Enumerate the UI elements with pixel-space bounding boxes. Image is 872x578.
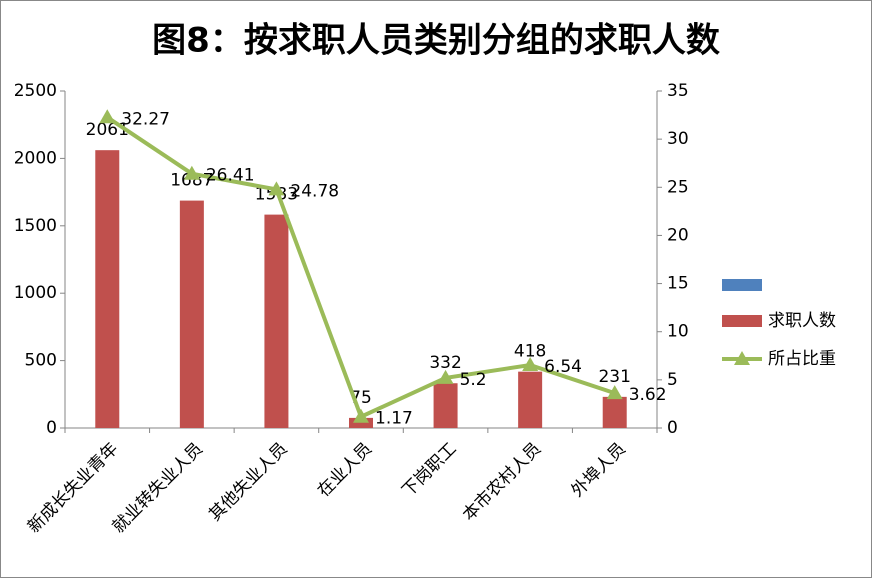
bar: [433, 383, 458, 428]
y-tick-label: 1500: [14, 216, 57, 236]
line-value-label: 32.27: [121, 109, 170, 129]
bar-value-label: 332: [429, 353, 461, 373]
line-marker: [606, 385, 623, 400]
y-tick-label: 500: [25, 351, 57, 371]
y2-tick-label: 20: [667, 225, 689, 245]
line-marker: [522, 357, 539, 372]
bar-value-label: 231: [598, 367, 630, 387]
line-marker: [353, 408, 369, 423]
bar-value-label: 418: [514, 342, 546, 362]
y2-tick-label: 15: [667, 274, 689, 294]
bar: [264, 214, 289, 428]
y2-tick-label: 35: [667, 81, 689, 101]
legend-marker: [734, 351, 750, 365]
y-tick-label: 1000: [14, 283, 57, 303]
y2-tick-label: 5: [667, 370, 678, 390]
bar: [518, 371, 543, 428]
legend-swatch: [722, 279, 762, 291]
line-value-label: 24.78: [290, 181, 339, 201]
bar: [602, 396, 627, 428]
line-value-label: 6.54: [544, 357, 582, 377]
chart-title: 图8：按求职人员类别分组的求职人数: [152, 21, 720, 61]
legend-swatch: [722, 315, 762, 327]
y2-tick-label: 0: [667, 418, 678, 438]
legend-label: 求职人数: [768, 311, 836, 331]
y2-tick-label: 10: [667, 322, 689, 342]
legend-label: 所占比重: [768, 349, 836, 369]
y-tick-label: 0: [46, 418, 57, 438]
line-marker: [183, 165, 200, 180]
bar: [95, 150, 120, 429]
line-value-label: 1.17: [375, 409, 413, 429]
bar: [179, 200, 204, 428]
y-tick-label: 2000: [14, 148, 57, 168]
y-tick-label: 2500: [14, 81, 57, 101]
line-marker: [99, 109, 116, 124]
line-value-label: 5.2: [460, 370, 487, 390]
line-value-label: 26.41: [206, 166, 255, 186]
bar: [349, 417, 373, 428]
line-value-label: 3.62: [629, 385, 667, 405]
y2-tick-label: 30: [667, 129, 689, 149]
line-marker: [437, 369, 454, 384]
y2-tick-label: 25: [667, 177, 689, 197]
line-marker: [268, 181, 285, 196]
